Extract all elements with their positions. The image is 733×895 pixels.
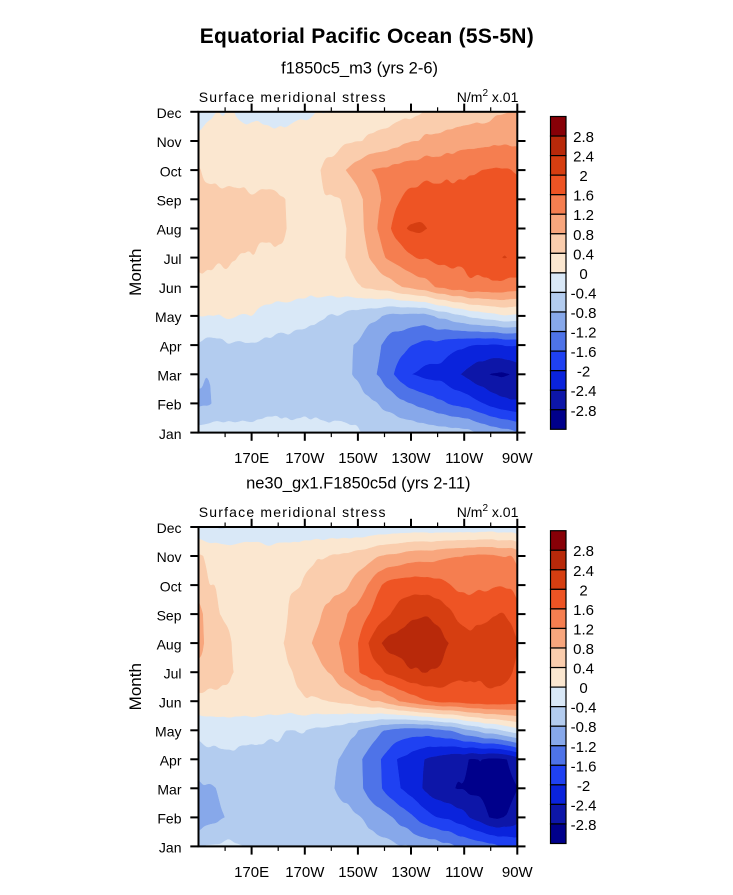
svg-text:-1.2: -1.2 bbox=[571, 739, 597, 756]
svg-text:-0.8: -0.8 bbox=[571, 719, 597, 736]
svg-text:Nov: Nov bbox=[157, 549, 182, 565]
svg-text:Aug: Aug bbox=[157, 222, 182, 238]
svg-text:Surface meridional stress: Surface meridional stress bbox=[199, 504, 387, 520]
svg-text:Jan: Jan bbox=[159, 840, 182, 856]
svg-text:2: 2 bbox=[579, 582, 587, 599]
svg-text:0.4: 0.4 bbox=[573, 661, 594, 678]
svg-text:-1.2: -1.2 bbox=[571, 325, 597, 342]
svg-text:Oct: Oct bbox=[160, 578, 182, 594]
svg-text:Aug: Aug bbox=[157, 636, 182, 652]
svg-text:1.6: 1.6 bbox=[573, 188, 594, 205]
svg-text:1.2: 1.2 bbox=[573, 207, 594, 224]
svg-text:Dec: Dec bbox=[157, 105, 182, 121]
svg-text:90W: 90W bbox=[502, 450, 534, 467]
svg-text:2.8: 2.8 bbox=[573, 129, 594, 146]
svg-text:Apr: Apr bbox=[160, 753, 182, 769]
svg-text:Month: Month bbox=[126, 249, 145, 296]
svg-text:1.2: 1.2 bbox=[573, 622, 594, 639]
svg-text:May: May bbox=[155, 309, 181, 325]
svg-text:150W: 150W bbox=[338, 864, 378, 881]
svg-text:Jan: Jan bbox=[159, 426, 182, 442]
svg-text:90W: 90W bbox=[502, 864, 534, 881]
svg-text:Sep: Sep bbox=[157, 607, 182, 623]
svg-text:0.8: 0.8 bbox=[573, 641, 594, 658]
svg-text:130W: 130W bbox=[391, 450, 431, 467]
svg-text:0: 0 bbox=[579, 266, 587, 283]
svg-text:-2: -2 bbox=[577, 364, 590, 381]
svg-text:-0.4: -0.4 bbox=[571, 286, 597, 303]
svg-text:Surface meridional stress: Surface meridional stress bbox=[199, 89, 387, 105]
svg-text:2: 2 bbox=[579, 168, 587, 185]
svg-text:110W: 110W bbox=[445, 450, 484, 467]
svg-text:Sep: Sep bbox=[157, 193, 182, 209]
svg-text:f1850c5_m3 (yrs 2-6): f1850c5_m3 (yrs 2-6) bbox=[281, 59, 438, 77]
svg-text:Apr: Apr bbox=[160, 338, 182, 354]
svg-text:Jul: Jul bbox=[164, 665, 182, 681]
svg-text:-2.4: -2.4 bbox=[571, 797, 597, 814]
svg-text:-1.6: -1.6 bbox=[571, 758, 597, 775]
svg-text:Mar: Mar bbox=[157, 782, 181, 798]
svg-text:Equatorial Pacific Ocean (5S-5: Equatorial Pacific Ocean (5S-5N) bbox=[200, 25, 534, 48]
svg-text:-2.8: -2.8 bbox=[571, 817, 597, 834]
svg-text:May: May bbox=[155, 724, 181, 740]
svg-text:Oct: Oct bbox=[160, 163, 182, 179]
svg-text:Feb: Feb bbox=[157, 397, 181, 413]
svg-text:-2.4: -2.4 bbox=[571, 383, 597, 400]
svg-text:N/m2 x.01: N/m2 x.01 bbox=[457, 88, 519, 105]
svg-text:170W: 170W bbox=[285, 864, 325, 881]
svg-text:0: 0 bbox=[579, 680, 587, 697]
svg-text:-0.4: -0.4 bbox=[571, 700, 597, 717]
svg-text:170E: 170E bbox=[234, 450, 269, 467]
svg-text:2.8: 2.8 bbox=[573, 543, 594, 560]
svg-text:150W: 150W bbox=[338, 450, 378, 467]
svg-text:-2.8: -2.8 bbox=[571, 403, 597, 420]
svg-text:170E: 170E bbox=[234, 864, 269, 881]
svg-text:170W: 170W bbox=[285, 450, 325, 467]
svg-text:Month: Month bbox=[126, 663, 145, 710]
svg-text:0.8: 0.8 bbox=[573, 227, 594, 244]
svg-text:Nov: Nov bbox=[157, 134, 182, 150]
svg-text:Jul: Jul bbox=[164, 251, 182, 267]
svg-text:-0.8: -0.8 bbox=[571, 305, 597, 322]
svg-text:Mar: Mar bbox=[157, 368, 181, 384]
svg-text:2.4: 2.4 bbox=[573, 563, 594, 580]
svg-text:Feb: Feb bbox=[157, 811, 181, 827]
svg-text:0.4: 0.4 bbox=[573, 246, 594, 263]
svg-text:Jun: Jun bbox=[159, 694, 182, 710]
svg-text:Jun: Jun bbox=[159, 280, 182, 296]
svg-text:130W: 130W bbox=[391, 864, 431, 881]
svg-text:-1.6: -1.6 bbox=[571, 344, 597, 361]
svg-text:ne30_gx1.F1850c5d (yrs 2-11): ne30_gx1.F1850c5d (yrs 2-11) bbox=[246, 475, 470, 493]
svg-text:1.6: 1.6 bbox=[573, 602, 594, 619]
svg-text:Dec: Dec bbox=[157, 520, 182, 536]
svg-text:-2: -2 bbox=[577, 778, 590, 795]
svg-text:110W: 110W bbox=[445, 864, 484, 881]
svg-text:2.4: 2.4 bbox=[573, 149, 594, 166]
svg-text:N/m2 x.01: N/m2 x.01 bbox=[457, 503, 519, 520]
